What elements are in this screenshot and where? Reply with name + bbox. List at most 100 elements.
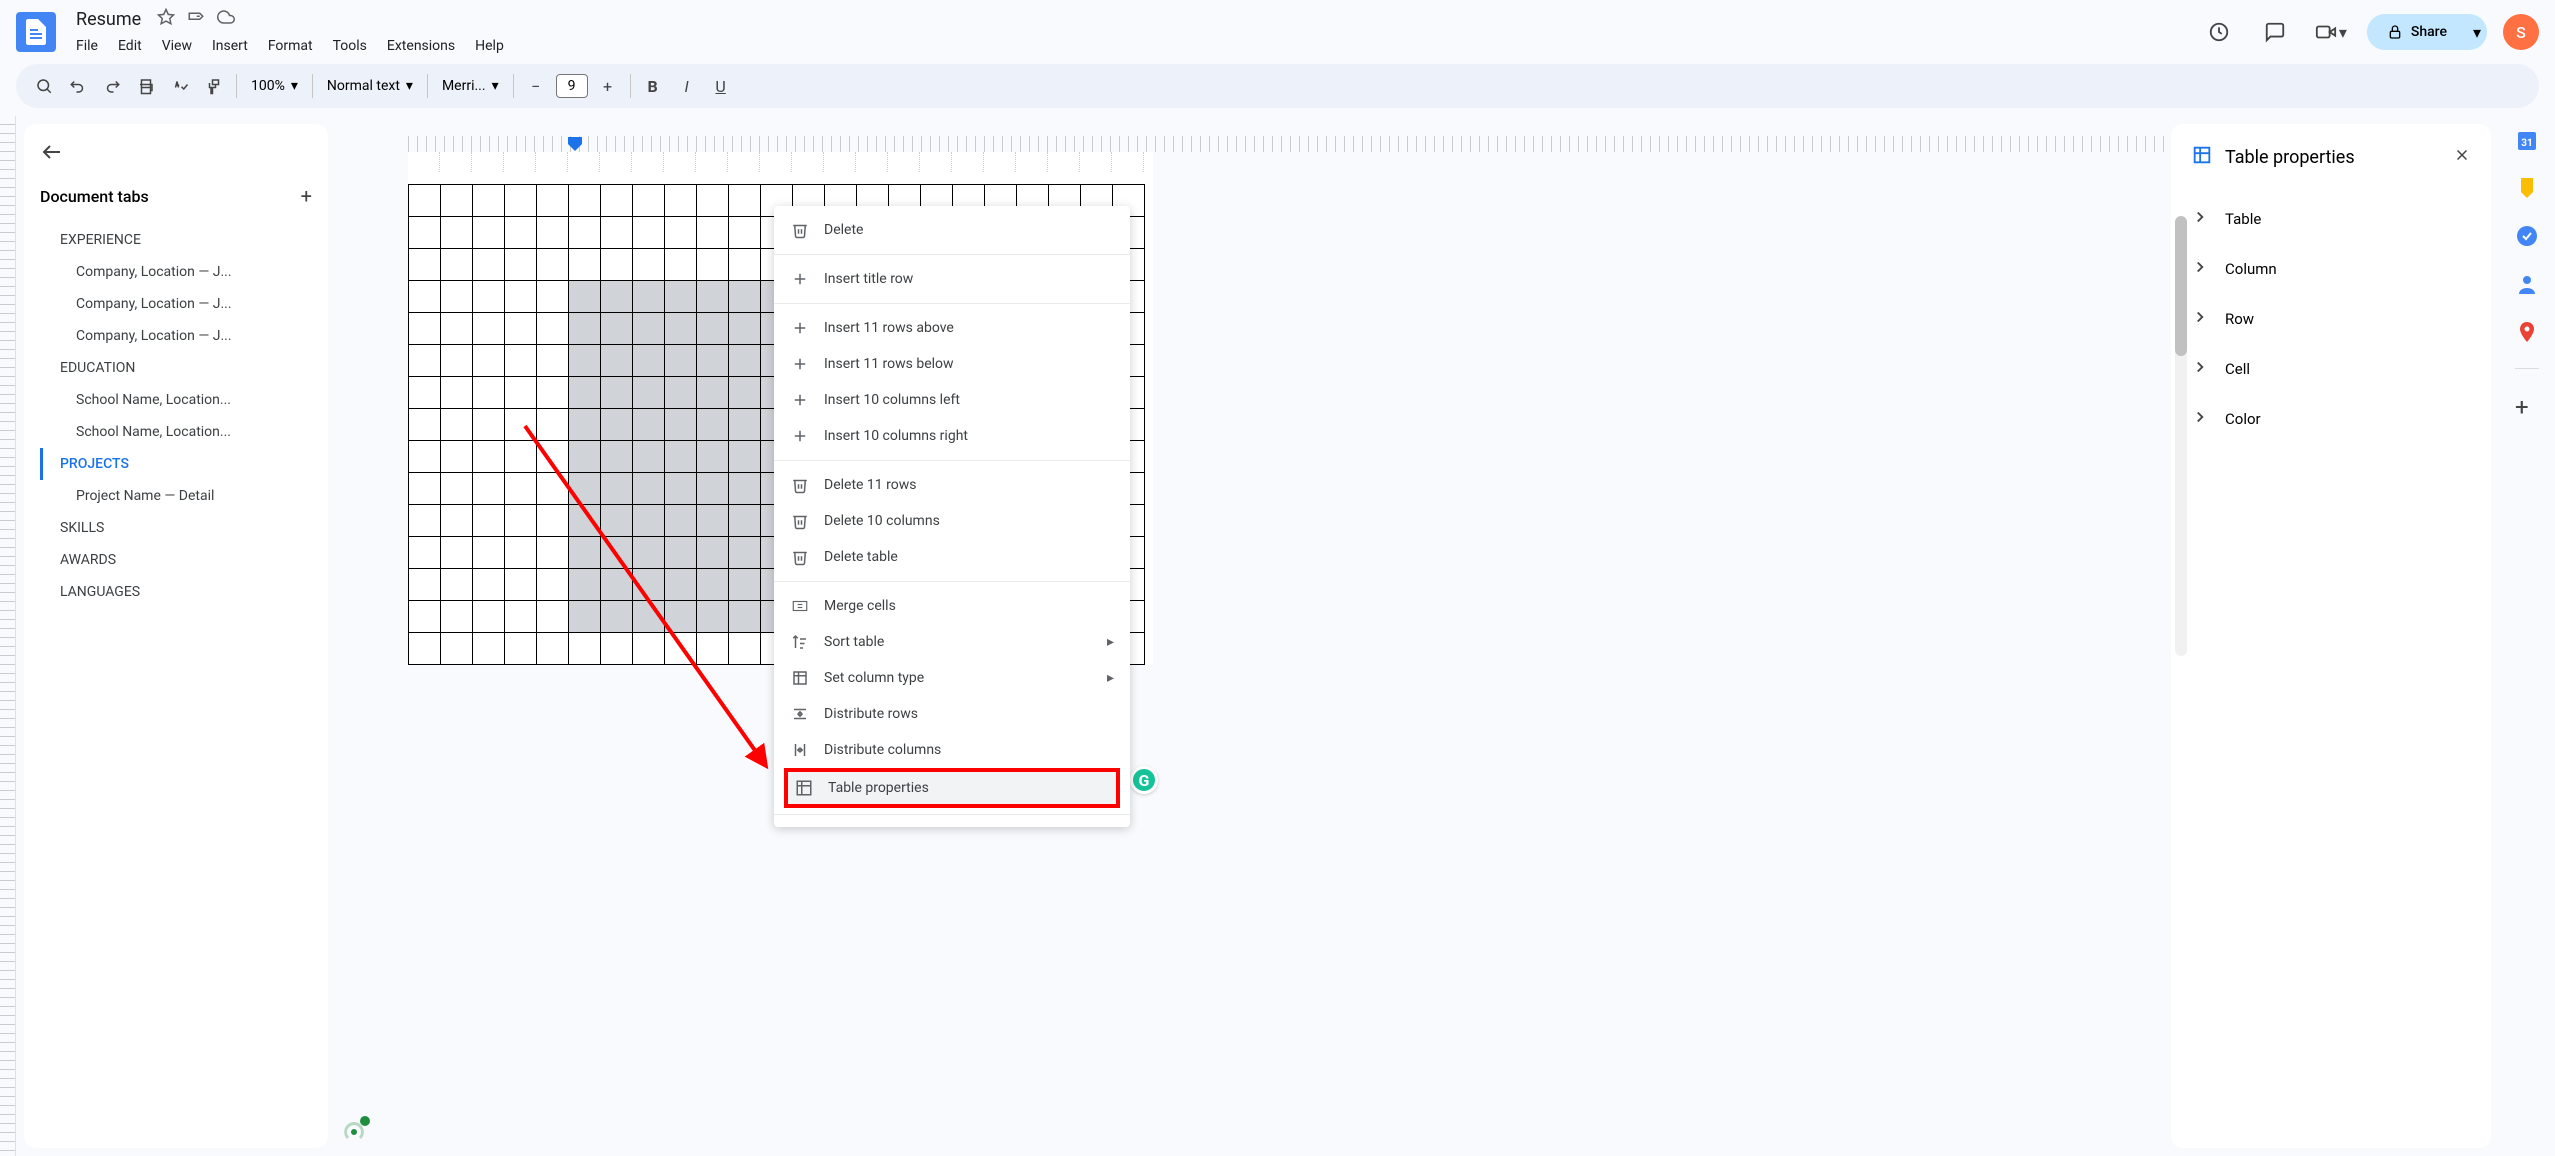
panel-section-column[interactable]: Column (2191, 244, 2471, 294)
context-menu-item[interactable]: Merge cells (774, 588, 1130, 624)
outline-item[interactable]: Company, Location — J... (40, 288, 312, 320)
docs-logo-icon[interactable] (16, 12, 56, 52)
context-menu-item[interactable]: Delete table (774, 539, 1130, 575)
outline-item[interactable]: School Name, Location... (40, 416, 312, 448)
add-tab-icon[interactable]: + (301, 184, 312, 208)
spellcheck-icon[interactable] (164, 70, 196, 102)
panel-section-cell[interactable]: Cell (2191, 344, 2471, 394)
menu-format[interactable]: Format (260, 34, 321, 58)
zoom-select[interactable]: 100%▾ (243, 74, 306, 98)
outline-item[interactable]: School Name, Location... (40, 384, 312, 416)
outline-item[interactable]: AWARDS (40, 544, 312, 576)
history-icon[interactable] (2199, 12, 2239, 52)
search-icon[interactable] (28, 70, 60, 102)
italic-icon[interactable]: I (671, 70, 703, 102)
maps-icon[interactable] (2515, 320, 2539, 344)
context-menu-item[interactable]: Distribute rows (774, 696, 1130, 732)
context-menu-item[interactable]: Sort table▸ (774, 624, 1130, 660)
scrollbar[interactable] (2175, 216, 2187, 656)
menu-extensions[interactable]: Extensions (379, 34, 463, 58)
share-dropdown[interactable]: ▾ (2467, 17, 2487, 48)
context-menu-item[interactable]: Insert 11 rows below (774, 346, 1130, 382)
context-menu-item[interactable]: Insert title row (774, 261, 1130, 297)
grammarly-icon[interactable]: G (1130, 766, 1158, 794)
user-avatar[interactable]: S (2503, 14, 2539, 50)
trash-icon (790, 475, 810, 495)
tasks-icon[interactable] (2515, 224, 2539, 248)
context-menu-item[interactable]: Distribute columns (774, 732, 1130, 768)
table-column-handles[interactable] (408, 152, 1153, 172)
document-title[interactable]: Resume (68, 7, 149, 32)
coltype-icon (790, 668, 810, 688)
outline-item[interactable]: EDUCATION (40, 352, 312, 384)
trash-icon (790, 547, 810, 567)
distcols-icon (790, 740, 810, 760)
paint-format-icon[interactable] (198, 70, 230, 102)
outline-item[interactable]: LANGUAGES (40, 576, 312, 608)
star-icon[interactable] (157, 8, 175, 30)
panel-section-row[interactable]: Row (2191, 294, 2471, 344)
outline-item[interactable]: EXPERIENCE (40, 224, 312, 256)
explore-icon[interactable] (340, 1118, 368, 1146)
outline-item[interactable]: Company, Location — J... (40, 320, 312, 352)
keep-icon[interactable] (2515, 176, 2539, 200)
context-menu-item[interactable]: Table properties (784, 768, 1120, 808)
underline-icon[interactable]: U (705, 70, 737, 102)
menu-view[interactable]: View (154, 34, 200, 58)
add-addon-icon[interactable]: + (2515, 393, 2539, 417)
undo-icon[interactable] (62, 70, 94, 102)
back-icon[interactable] (40, 140, 64, 168)
header: Resume FileEditViewInsertFormatToolsExte… (0, 0, 2555, 64)
menu-tools[interactable]: Tools (325, 34, 375, 58)
font-select[interactable]: Merri...▾ (434, 74, 507, 98)
style-select[interactable]: Normal text▾ (319, 74, 421, 98)
context-menu-label: Set column type (824, 670, 924, 686)
bold-icon[interactable]: B (637, 70, 669, 102)
increase-font-icon[interactable]: + (592, 70, 624, 102)
close-icon[interactable] (2453, 146, 2471, 168)
section-label: Table (2225, 210, 2261, 228)
panel-section-color[interactable]: Color (2191, 394, 2471, 444)
menu-insert[interactable]: Insert (204, 34, 256, 58)
context-menu-item[interactable]: Insert 11 rows above (774, 310, 1130, 346)
menu-file[interactable]: File (68, 34, 106, 58)
table-properties-panel: Table properties Table Column RowCellColor (2171, 124, 2491, 1148)
context-menu-label: Delete table (824, 549, 898, 565)
redo-icon[interactable] (96, 70, 128, 102)
decrease-font-icon[interactable]: − (520, 70, 552, 102)
scrollbar-thumb[interactable] (2175, 216, 2187, 356)
share-button[interactable]: Share (2367, 14, 2467, 50)
print-icon[interactable] (130, 70, 162, 102)
context-menu-item[interactable]: Delete 11 rows (774, 467, 1130, 503)
panel-header: Table properties (2191, 144, 2471, 170)
outline-item[interactable]: SKILLS (40, 512, 312, 544)
font-size-input[interactable] (556, 74, 588, 98)
context-menu-item[interactable]: Insert 10 columns right (774, 418, 1130, 454)
context-menu-item[interactable]: Delete 10 columns (774, 503, 1130, 539)
menu-edit[interactable]: Edit (110, 34, 150, 58)
sidebar-title-row: Document tabs + (40, 184, 312, 208)
chevron-right-icon (2191, 358, 2209, 380)
context-menu-item[interactable]: Set column type▸ (774, 660, 1130, 696)
section-label: Column (2225, 260, 2277, 278)
context-menu-item[interactable]: Delete (774, 212, 1130, 248)
comment-icon[interactable] (2255, 12, 2295, 52)
app-root: Resume FileEditViewInsertFormatToolsExte… (0, 0, 2555, 1156)
outline-item[interactable]: PROJECTS (40, 448, 312, 480)
context-menu-label: Delete (824, 222, 863, 238)
menu-help[interactable]: Help (467, 34, 512, 58)
calendar-icon[interactable]: 31 (2515, 128, 2539, 152)
contacts-icon[interactable] (2515, 272, 2539, 296)
panel-section-table[interactable]: Table (2191, 194, 2471, 244)
outline-item[interactable]: Company, Location — J... (40, 256, 312, 288)
context-menu-label: Insert 10 columns right (824, 428, 968, 444)
document-area[interactable] (328, 116, 2171, 1156)
move-icon[interactable] (187, 8, 205, 30)
meet-icon[interactable]: ▾ (2311, 12, 2351, 52)
cloud-icon[interactable] (217, 8, 235, 30)
outline-item[interactable]: Project Name — Detail (40, 480, 312, 512)
context-menu-item[interactable]: Insert 10 columns left (774, 382, 1130, 418)
merge-icon (790, 596, 810, 616)
document-outline-sidebar: Document tabs + EXPERIENCECompany, Locat… (24, 124, 328, 1148)
context-menu: Delete Insert title row Insert 11 rows abo… (774, 206, 1130, 827)
